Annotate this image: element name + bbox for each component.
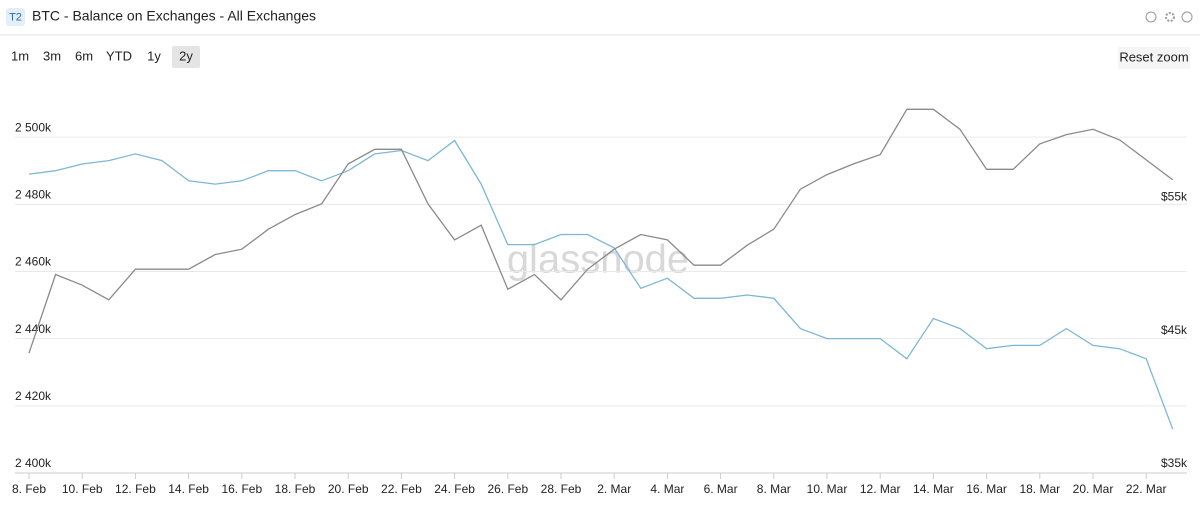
range-button-bg (172, 46, 200, 68)
x-tick-label: 28. Feb (541, 482, 582, 496)
x-tick-label: 14. Mar (913, 482, 954, 496)
x-tick-label: 4. Mar (650, 482, 684, 496)
x-tick-label: 16. Feb (221, 482, 262, 496)
range-button[interactable]: YTD (106, 48, 132, 63)
x-tick-label: 22. Mar (1126, 482, 1167, 496)
y2-tick-label: $55k (1161, 190, 1188, 204)
settings-icon[interactable] (1165, 12, 1175, 22)
range-button[interactable]: 1m (11, 48, 29, 63)
x-tick-label: 20. Feb (328, 482, 369, 496)
y-tick-label: 2 480k (15, 187, 52, 201)
range-button[interactable]: 3m (43, 48, 61, 63)
series-line (28, 139, 1174, 430)
x-tick-label: 14. Feb (168, 482, 209, 496)
watermark: glassnode (507, 238, 689, 282)
x-tick-label: 12. Mar (860, 482, 901, 496)
x-tick-label: 16. Mar (966, 482, 1007, 496)
badge-bg (6, 8, 25, 26)
y-tick-label: 2 460k (15, 255, 52, 269)
x-tick-label: 26. Feb (487, 482, 528, 496)
x-tick-label: 10. Mar (807, 482, 848, 496)
x-tick-label: 8. Mar (757, 482, 791, 496)
x-tick-label: 10. Feb (62, 482, 103, 496)
zoom-icon[interactable] (1145, 11, 1157, 23)
y2-tick-label: $45k (1161, 323, 1188, 337)
x-tick-label: 22. Feb (381, 482, 422, 496)
y2-tick-label: $35k (1161, 456, 1188, 470)
reset-zoom-bg[interactable] (1118, 47, 1190, 69)
y-tick-label: 2 420k (15, 389, 52, 403)
info-icon[interactable] (1181, 11, 1193, 23)
y-tick-label: 2 440k (15, 322, 52, 336)
x-tick-label: 12. Feb (115, 482, 156, 496)
badge: T2 (9, 11, 22, 23)
x-tick-label: 18. Mar (1019, 482, 1060, 496)
reset-zoom[interactable]: Reset zoom (1119, 49, 1188, 64)
x-tick-label: 2. Mar (597, 482, 631, 496)
series-line (28, 108, 1174, 354)
x-tick-label: 20. Mar (1073, 482, 1114, 496)
x-tick-label: 8. Feb (12, 482, 46, 496)
x-tick-label: 24. Feb (434, 482, 475, 496)
y-tick-label: 2 500k (15, 120, 52, 134)
chart-title: BTC - Balance on Exchanges - All Exchang… (32, 8, 316, 24)
range-button[interactable]: 1y (147, 48, 161, 63)
range-button[interactable]: 6m (75, 48, 93, 63)
range-button[interactable]: 2y (179, 48, 193, 63)
y-tick-label: 2 400k (15, 456, 52, 470)
x-tick-label: 6. Mar (704, 482, 738, 496)
x-tick-label: 18. Feb (275, 482, 316, 496)
